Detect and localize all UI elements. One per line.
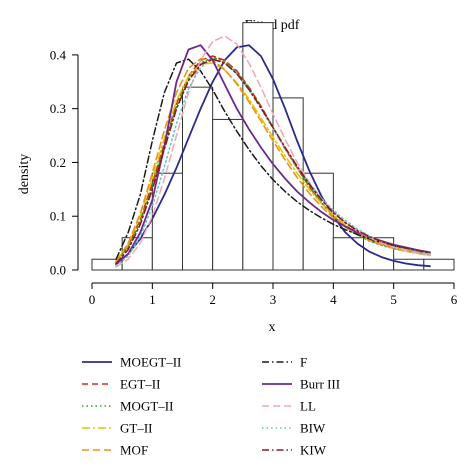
histogram-bar (423, 258, 455, 271)
x-tick-label: 1 (149, 292, 156, 307)
series-line (115, 57, 431, 263)
y-tick-label: 0.2 (50, 155, 66, 170)
legend: MOEGT–II EGT–II MOGT–II GT–II MOF F Burr III LL… (82, 355, 340, 458)
y-axis-ticks: 0.0 0.1 0.2 0.3 0.4 (50, 47, 78, 278)
y-tick-label: 0.0 (50, 263, 66, 278)
x-tick-label: 2 (209, 292, 216, 307)
histogram-bar (242, 22, 274, 271)
legend-label: EGT–II (120, 377, 160, 392)
density-lines (115, 35, 431, 268)
series-line (115, 35, 431, 268)
legend-label: GT–II (120, 421, 153, 436)
histogram-bars (91, 22, 455, 271)
y-tick-label: 0.3 (50, 101, 66, 116)
x-tick-label: 3 (270, 292, 277, 307)
legend-label: MOF (120, 443, 148, 458)
x-tick-label: 6 (451, 292, 458, 307)
x-tick-label: 0 (89, 292, 96, 307)
legend-label: F (300, 355, 307, 370)
legend-label: KIW (300, 443, 327, 458)
x-axis-label: x (269, 320, 276, 335)
series-line (115, 44, 431, 268)
series-line (115, 58, 431, 260)
y-axis-label: density (17, 154, 32, 194)
series-line (115, 58, 431, 265)
legend-label: BIW (300, 421, 326, 436)
plot-area (91, 22, 455, 271)
legend-label: MOGT–II (120, 399, 173, 414)
legend-label: MOEGT–II (120, 355, 181, 370)
histogram-bar (332, 237, 365, 271)
x-tick-label: 5 (390, 292, 397, 307)
y-tick-label: 0.4 (50, 47, 67, 62)
x-tick-label: 4 (330, 292, 337, 307)
axes: 0 1 2 3 4 5 6 0.0 0.1 0.2 0.3 0.4 (50, 47, 458, 307)
legend-label: LL (300, 399, 316, 414)
y-tick-label: 0.1 (50, 209, 66, 224)
legend-label: Burr III (300, 377, 340, 392)
histogram-bar (212, 118, 244, 271)
x-axis-ticks: 0 1 2 3 4 5 6 (89, 283, 458, 307)
